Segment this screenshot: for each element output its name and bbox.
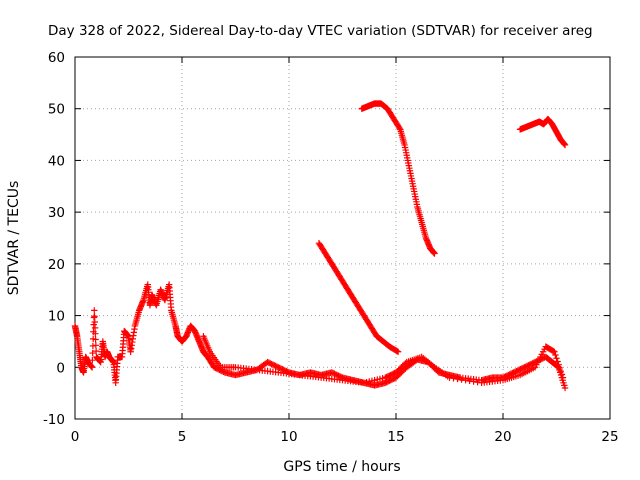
y-tick-label: 50 [48, 102, 65, 118]
plot-frame [74, 56, 611, 420]
data-point [92, 342, 100, 349]
y-tick-label: 60 [48, 50, 65, 66]
data-point [551, 348, 558, 355]
x-tick-label: 10 [280, 429, 297, 445]
data-point [396, 124, 403, 132]
y-tick-label: 20 [48, 257, 65, 273]
data-point [557, 367, 564, 375]
data-point [561, 141, 569, 149]
data-point [561, 384, 569, 392]
data-point [91, 313, 98, 320]
data-point [431, 250, 438, 257]
x-axis-label: GPS time / hours [283, 459, 400, 475]
data-point [92, 330, 99, 337]
y-tick-label: 0 [56, 360, 65, 376]
data-point [91, 307, 98, 314]
y-tick-label: -10 [43, 412, 65, 428]
y-tick-label: 40 [48, 153, 65, 169]
data-point [394, 348, 402, 355]
data-point [553, 355, 560, 362]
data-point [559, 374, 567, 381]
data-point [454, 375, 461, 383]
data-point [556, 364, 563, 372]
data-point [88, 364, 96, 371]
axis-ticks: 0 5 10 15 20 25 -10 0 10 20 30 40 50 60 [43, 50, 619, 445]
data-point [91, 318, 98, 326]
data-point [466, 377, 473, 385]
data-point [458, 376, 465, 383]
series-3 [315, 239, 402, 355]
data-point [89, 349, 96, 357]
x-tick-label: 0 [71, 429, 80, 445]
data-point [558, 371, 566, 378]
series-5 [516, 115, 569, 149]
data-point [89, 356, 96, 364]
y-tick-label: 30 [48, 205, 65, 221]
data-point [91, 324, 99, 332]
data-point [470, 378, 477, 385]
chart-title: Day 328 of 2022, Sidereal Day-to-day VTE… [48, 23, 593, 39]
x-tick-label: 15 [387, 429, 404, 445]
data-point [446, 374, 453, 381]
x-tick-label: 5 [178, 429, 187, 445]
y-axis-label: SDTVAR / TECUs [6, 181, 22, 296]
data-point [555, 361, 562, 368]
data-point [462, 377, 469, 384]
y-tick-label: 10 [48, 309, 65, 325]
data-point [550, 347, 557, 355]
x-tick-label: 25 [601, 429, 618, 445]
data-point [92, 347, 100, 355]
series-2 [200, 333, 567, 386]
data-point [402, 360, 409, 367]
data-points [71, 100, 569, 392]
data-point [393, 347, 401, 355]
x-tick-label: 20 [494, 429, 511, 445]
data-point [92, 336, 99, 343]
data-point [552, 351, 559, 359]
data-point [554, 358, 561, 365]
series-1 [71, 281, 569, 392]
series-4 [358, 100, 438, 257]
data-point [89, 342, 97, 350]
data-point [450, 375, 457, 382]
data-point [474, 378, 481, 386]
